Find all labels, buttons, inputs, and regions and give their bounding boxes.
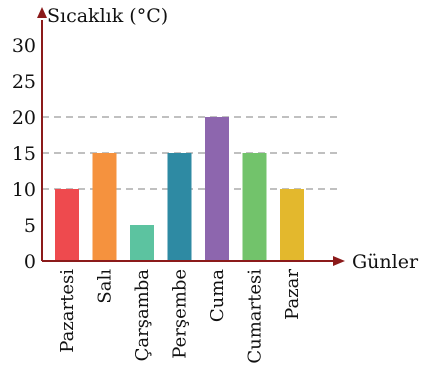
bar-cumartesi — [242, 153, 267, 261]
category-label-pazar: Pazar — [282, 269, 303, 320]
bar-pazartesi — [55, 189, 79, 261]
y-axis-label: Sıcaklık (°C) — [47, 5, 168, 27]
category-labels-layer: Pazartesi Salı Çarşamba Perşembe Cuma Cumarte… — [57, 269, 303, 364]
y-tick-label-10: 10 — [12, 179, 36, 201]
axis-layer — [37, 7, 345, 266]
y-ticks-layer: 0 5 10 15 20 25 30 — [12, 35, 36, 273]
category-label-cuma: Cuma — [207, 269, 228, 322]
y-tick-label-20: 20 — [12, 107, 36, 129]
x-axis-arrow — [333, 256, 345, 266]
y-tick-label-30: 30 — [12, 35, 36, 57]
bar-perşembe — [167, 153, 192, 261]
y-axis-arrow — [37, 7, 47, 18]
bar-salı — [92, 153, 117, 261]
bars-layer — [55, 117, 304, 261]
y-tick-label-0: 0 — [24, 251, 36, 273]
bar-cuma — [205, 117, 229, 261]
x-axis-label: Günler — [352, 251, 419, 273]
y-tick-label-15: 15 — [12, 143, 36, 165]
y-tick-label-5: 5 — [24, 215, 36, 237]
category-label-çarşamba: Çarşamba — [132, 269, 153, 362]
bar-çarşamba — [130, 225, 154, 261]
y-tick-label-25: 25 — [12, 71, 36, 93]
category-label-salı: Salı — [95, 269, 116, 304]
bar-pazar — [280, 189, 304, 261]
category-label-pazartesi: Pazartesi — [57, 269, 78, 353]
category-label-cumartesi: Cumartesi — [245, 269, 266, 364]
category-label-perşembe: Perşembe — [170, 269, 191, 359]
